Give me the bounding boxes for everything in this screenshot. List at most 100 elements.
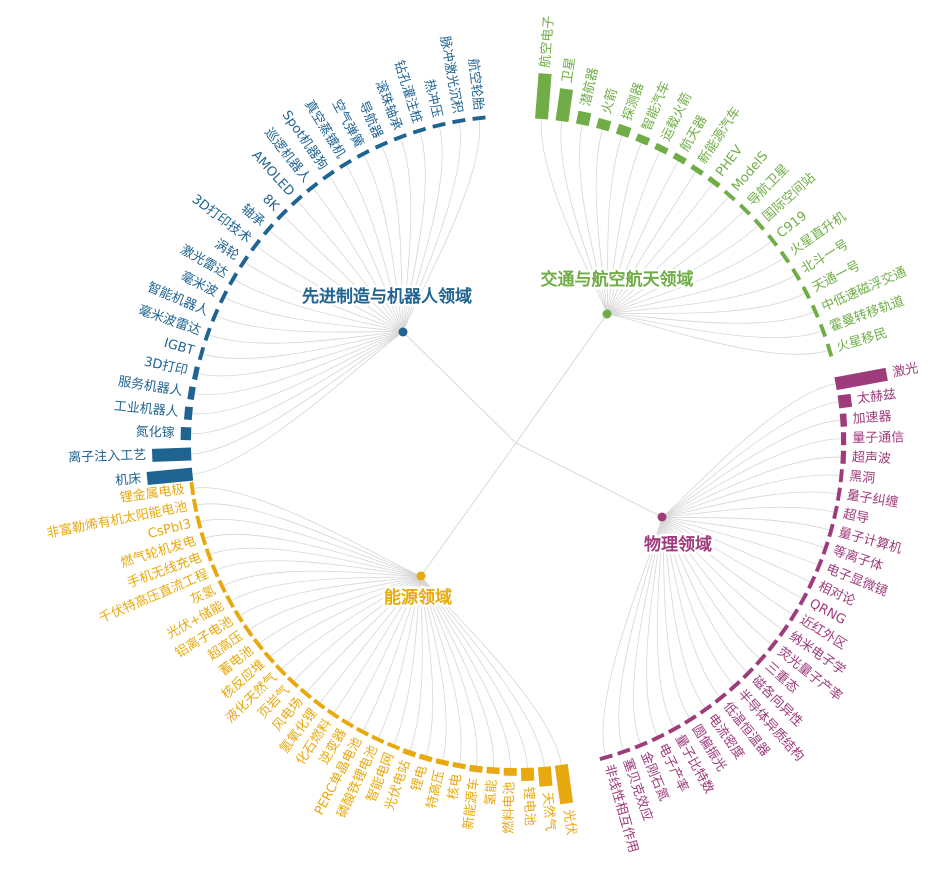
leaf-bar [520,767,535,782]
leaf-link [402,132,426,333]
leaf-link [606,135,623,315]
leaf-bar [242,624,254,637]
leaf-link [400,138,412,333]
leaf-link [602,516,663,756]
leaf-link [420,575,434,756]
leaf-bar [575,110,592,127]
leaf-bar [199,531,208,546]
leaf-link [402,120,480,333]
domain-hub-dot [398,327,408,337]
leaf-link [409,575,423,751]
leaf-link [661,401,839,518]
leaf-label: 航空电子 [537,15,557,68]
leaf-link [661,506,834,518]
leaf-link [661,516,811,582]
leaf-link [606,183,713,315]
leaf-bar [791,267,802,282]
leaf-bar [837,393,853,409]
leaf-label: 量子通信 [852,430,904,446]
leaf-label: 3D打印 [143,355,189,379]
leaf-bar [402,748,417,758]
leaf-bar [341,718,355,729]
leaf-bar [191,498,199,513]
leaf-link [618,516,663,750]
leaf-bar [755,653,767,666]
leaf-label: 黑洞 [848,469,875,487]
leaf-link [661,474,840,518]
leaf-bar [252,637,264,651]
leaf-link [661,419,841,518]
leaf-link [191,331,404,435]
leaf-link [420,575,545,767]
leaf-bar [210,308,220,323]
leaf-bar [187,386,196,401]
leaf-link [606,225,759,315]
leaf-link [209,331,404,344]
leaf-label: 新能源车 [460,777,482,831]
leaf-link [192,331,404,475]
leaf-label: 氢能 [483,779,500,806]
leaf-bar [818,323,828,338]
leaf-link [606,313,822,338]
leaf-link [661,516,720,697]
leaf-bar [469,764,483,773]
leaf-label: 天然气 [539,791,558,831]
leaf-label: 火箭 [598,87,620,116]
central-spoke [402,331,517,444]
leaf-link [378,575,422,738]
leaf-bar [615,123,632,138]
domain-hub-layer: 交通与航空航天领域交通与航空航天领域物理领域物理领域能源领域能源领域先进制造与机… [300,267,715,611]
leaf-bar [218,290,229,304]
leaf-link [661,516,793,615]
leaf-link [205,533,422,577]
leaf-link [661,516,772,645]
leaf-label: 光伏 [560,808,578,836]
leaf-bar [634,740,648,750]
leaf-link [661,516,802,599]
leaf-link [560,121,608,315]
leaf-link [661,516,783,630]
leaf-link [194,331,404,395]
leaf-bar [286,676,300,688]
leaf-bar [432,121,446,129]
leaf-link [420,575,462,764]
leaf-bar [753,218,766,231]
leaf-link [661,491,838,518]
leaf-link [661,516,690,719]
leaf-label: 超声波 [852,450,892,467]
domain-label-halo: 物理领域 [644,534,712,555]
leaf-link [231,575,422,601]
leaf-bar [233,609,244,623]
leaf-link [661,516,706,708]
leaf-bar [825,343,834,357]
leaf-link [420,575,447,760]
leaf-bar [322,169,336,181]
leaf-link [256,246,404,333]
leaf-link [210,547,422,577]
leaf-link [420,575,528,768]
leaf-link [402,122,461,333]
leaf-link [661,516,818,566]
leaf-bar [798,592,809,606]
leaf-link [661,438,841,518]
leaf-link [223,570,422,586]
leaf-bar [305,181,319,193]
domain-label-halo: 交通与航空航天领域 [541,269,694,290]
leaf-bar [452,761,466,770]
leaf-bar [699,703,713,715]
leaf-bar [596,117,612,132]
leaf-link [606,311,814,324]
leaf-link [196,503,422,577]
leaf-label: 潜航器 [578,66,602,107]
leaf-bar [418,753,433,763]
leaf-link [606,151,661,315]
leaf-bar [827,523,835,538]
leaf-bar [472,115,486,121]
leaf-bar [412,126,427,135]
leaf-bar [203,327,212,342]
leaf-link [606,241,772,315]
leaf-bar [274,664,287,677]
leaf-link [661,456,841,518]
leaf-link [606,313,828,355]
